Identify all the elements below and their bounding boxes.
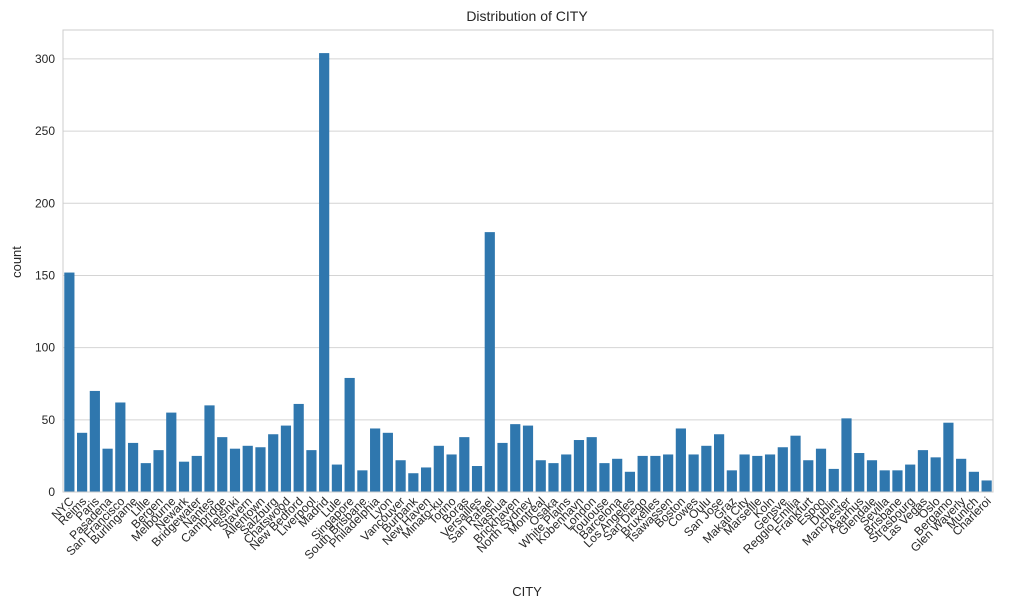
bar <box>764 454 776 492</box>
bar <box>663 454 674 492</box>
bar <box>866 460 878 492</box>
bar <box>892 470 903 492</box>
bar <box>968 471 979 492</box>
bar <box>777 447 788 492</box>
bar <box>166 412 177 492</box>
bar <box>459 437 470 492</box>
bar <box>739 454 750 492</box>
bar <box>701 445 712 492</box>
bar <box>752 455 763 492</box>
bar <box>77 432 88 492</box>
bar <box>153 450 164 492</box>
bar <box>828 468 839 492</box>
y-axis-label: count <box>9 246 24 278</box>
bar <box>624 471 636 492</box>
bar <box>357 470 368 492</box>
bar <box>471 466 483 492</box>
bar <box>178 461 190 492</box>
x-axis-label: CITY <box>512 584 542 599</box>
bar <box>573 440 585 492</box>
bar <box>319 53 330 492</box>
bar <box>688 454 699 492</box>
bar <box>242 445 253 492</box>
bar <box>268 434 279 492</box>
bar <box>930 457 941 492</box>
bar <box>229 448 241 492</box>
bar <box>917 450 929 492</box>
bar <box>637 455 648 492</box>
bar <box>217 437 228 492</box>
bar <box>191 455 202 492</box>
bar <box>102 448 113 492</box>
bar <box>89 390 100 492</box>
y-tick-label: 50 <box>42 413 56 427</box>
bar <box>535 460 546 492</box>
bar <box>433 445 444 492</box>
bar <box>395 460 406 492</box>
bar <box>981 480 992 492</box>
bar <box>331 464 342 492</box>
bar <box>790 435 801 492</box>
bar <box>815 448 827 492</box>
y-tick-label: 250 <box>35 124 55 138</box>
y-gridlines <box>63 58 993 493</box>
chart-title: Distribution of CITY <box>466 8 588 24</box>
bar <box>140 463 151 492</box>
bar <box>127 442 139 492</box>
bar <box>548 463 559 492</box>
bar <box>370 428 381 492</box>
bar <box>255 447 266 492</box>
bar <box>879 470 890 492</box>
bar <box>561 454 572 492</box>
bar <box>726 470 737 492</box>
bar <box>714 434 725 492</box>
y-tick-labels: 0 50 100 150 200 250 300 <box>35 52 55 499</box>
bar <box>382 432 393 492</box>
bar <box>306 450 317 492</box>
bar <box>497 442 508 492</box>
y-tick-label: 300 <box>35 52 55 66</box>
bar <box>446 454 457 492</box>
y-tick-label: 0 <box>48 485 55 499</box>
bar <box>293 403 304 492</box>
bar <box>115 402 126 492</box>
y-tick-label: 100 <box>35 341 55 355</box>
bars <box>64 53 992 492</box>
bar <box>650 455 661 492</box>
bar <box>854 453 865 492</box>
bar <box>905 464 916 492</box>
plot-frame <box>62 29 994 493</box>
bar <box>675 428 686 492</box>
bar <box>522 425 534 492</box>
y-tick-label: 150 <box>35 268 55 282</box>
bar <box>204 405 215 492</box>
bar <box>280 425 292 492</box>
bar <box>943 422 954 492</box>
bar <box>612 458 623 492</box>
bar <box>599 463 610 492</box>
bar <box>956 458 967 492</box>
bar <box>510 424 521 492</box>
bar <box>408 473 419 492</box>
bar <box>420 467 432 492</box>
bar <box>803 460 814 492</box>
y-tick-label: 200 <box>35 196 55 210</box>
bar <box>64 272 75 492</box>
bar <box>344 377 355 492</box>
bar <box>484 232 495 492</box>
bar <box>586 437 597 492</box>
bar <box>841 418 852 492</box>
